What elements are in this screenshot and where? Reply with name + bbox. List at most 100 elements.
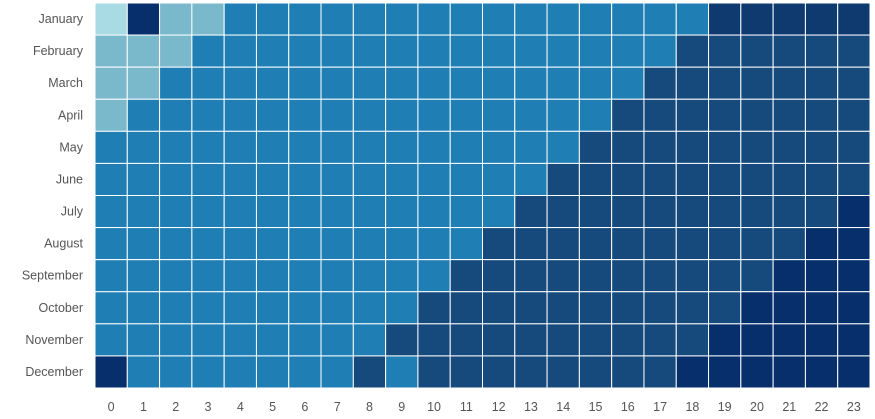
heatmap-cell-may-22	[804, 130, 839, 164]
heatmap-cell-december-20	[740, 355, 774, 389]
heatmap-cell-april-10	[417, 98, 451, 132]
heatmap-cell-august-6	[288, 227, 322, 261]
heatmap-cell-january-23	[837, 2, 871, 36]
x-tick-label: 9	[398, 400, 405, 414]
heatmap-cell-december-12	[482, 355, 516, 389]
heatmap-cell-june-14	[546, 162, 580, 196]
heatmap-cell-january-19	[708, 2, 742, 36]
heatmap-cell-october-6	[288, 291, 322, 325]
heatmap-cell-may-4	[223, 130, 257, 164]
heatmap-cell-april-12	[482, 98, 516, 132]
heatmap-cell-august-7	[320, 227, 354, 261]
heatmap-cell-october-18	[675, 291, 710, 325]
x-tick-label: 6	[301, 400, 308, 414]
heatmap-cell-december-3	[191, 355, 225, 389]
y-axis-labels: January February March April May June July Augu…	[22, 12, 84, 379]
heatmap-cell-july-3	[191, 195, 225, 229]
heatmap-cell-november-17	[643, 323, 677, 357]
heatmap-cell-january-13	[514, 2, 548, 36]
heatmap-cell-january-12	[482, 2, 516, 36]
heatmap-cell-april-5	[255, 98, 290, 132]
heatmap-cell-january-11	[449, 2, 483, 36]
heatmap-cell-october-1	[126, 291, 161, 325]
heatmap-cell-june-19	[708, 162, 742, 196]
heatmap-cell-may-5	[255, 130, 290, 164]
heatmap-cell-september-1	[126, 259, 161, 293]
heatmap-cell-august-9	[385, 227, 419, 261]
heatmap-cell-september-6	[288, 259, 322, 293]
y-tick-label: February	[33, 44, 84, 58]
heatmap-cell-september-23	[837, 259, 871, 293]
heatmap-cell-january-8	[352, 2, 387, 36]
heatmap-cell-november-18	[675, 323, 710, 357]
heatmap-cell-august-2	[159, 227, 193, 261]
heatmap-cell-may-12	[482, 130, 516, 164]
heatmap-cell-july-4	[223, 195, 257, 229]
heatmap-cell-may-17	[643, 130, 677, 164]
heatmap-cell-march-10	[417, 66, 451, 100]
heatmap-cell-april-14	[546, 98, 580, 132]
heatmap-cell-april-23	[837, 98, 871, 132]
heatmap-cell-july-21	[772, 195, 806, 229]
heatmap-cell-october-5	[255, 291, 290, 325]
heatmap-cell-august-1	[126, 227, 161, 261]
heatmap-cell-march-0	[94, 66, 128, 100]
heatmap-cell-may-7	[320, 130, 354, 164]
heatmap-cell-august-22	[804, 227, 839, 261]
heatmap-cell-august-16	[611, 227, 645, 261]
heatmap-cell-january-6	[288, 2, 322, 36]
x-tick-label: 22	[815, 400, 829, 414]
heatmap-cell-november-16	[611, 323, 645, 357]
heatmap-cell-february-16	[611, 34, 645, 68]
heatmap-cell-january-21	[772, 2, 806, 36]
heatmap-cell-june-21	[772, 162, 806, 196]
heatmap-cell-april-4	[223, 98, 257, 132]
heatmap-cell-november-12	[482, 323, 516, 357]
heatmap-cell-january-1	[126, 2, 161, 36]
heatmap-cell-may-8	[352, 130, 387, 164]
heatmap-cell-january-18	[675, 2, 710, 36]
heatmap-cell-february-14	[546, 34, 580, 68]
heatmap-cell-december-8	[352, 355, 387, 389]
heatmap-cell-july-1	[126, 195, 161, 229]
heatmap-cell-september-15	[578, 259, 613, 293]
x-tick-label: 23	[847, 400, 861, 414]
heatmap-cell-february-2	[159, 34, 193, 68]
heatmap-cells	[94, 2, 871, 389]
heatmap-cell-october-9	[385, 291, 419, 325]
heatmap-cell-february-12	[482, 34, 516, 68]
heatmap-cell-september-14	[546, 259, 580, 293]
heatmap-cell-february-10	[417, 34, 451, 68]
heatmap-cell-december-0	[94, 355, 128, 389]
heatmap-cell-august-23	[837, 227, 871, 261]
heatmap-cell-october-11	[449, 291, 483, 325]
heatmap-cell-january-2	[159, 2, 193, 36]
heatmap-cell-april-9	[385, 98, 419, 132]
heatmap-cell-april-21	[772, 98, 806, 132]
heatmap-cell-may-9	[385, 130, 419, 164]
heatmap-cell-november-8	[352, 323, 387, 357]
heatmap-cell-june-9	[385, 162, 419, 196]
heatmap-cell-february-19	[708, 34, 742, 68]
y-tick-label: September	[22, 269, 83, 283]
heatmap-cell-february-13	[514, 34, 548, 68]
heatmap-cell-december-7	[320, 355, 354, 389]
heatmap-cell-june-2	[159, 162, 193, 196]
heatmap-cell-october-10	[417, 291, 451, 325]
y-tick-label: July	[61, 205, 84, 219]
heatmap-cell-november-10	[417, 323, 451, 357]
heatmap-cell-june-16	[611, 162, 645, 196]
heatmap-cell-november-9	[385, 323, 419, 357]
heatmap-cell-october-15	[578, 291, 613, 325]
heatmap-cell-july-16	[611, 195, 645, 229]
heatmap-cell-march-15	[578, 66, 613, 100]
heatmap-cell-december-1	[126, 355, 161, 389]
x-tick-label: 18	[685, 400, 699, 414]
heatmap-cell-december-9	[385, 355, 419, 389]
heatmap-cell-january-5	[255, 2, 290, 36]
heatmap-cell-october-21	[772, 291, 806, 325]
heatmap-cell-march-20	[740, 66, 774, 100]
y-tick-label: October	[39, 301, 83, 315]
x-tick-label: 15	[589, 400, 603, 414]
heatmap-cell-march-14	[546, 66, 580, 100]
